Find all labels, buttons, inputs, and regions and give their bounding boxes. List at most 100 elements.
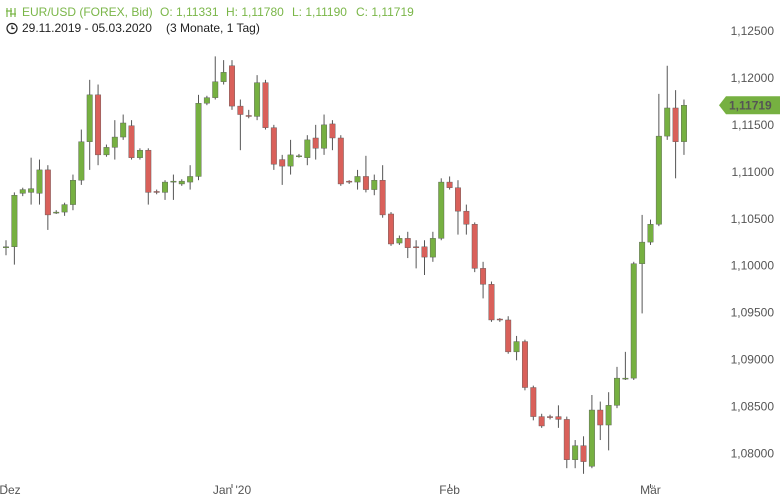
candle-body: [346, 180, 353, 183]
candle-body: [153, 191, 160, 193]
candles: [3, 56, 687, 474]
candle-body: [429, 238, 436, 258]
candle-body: [111, 136, 118, 148]
y-tick-label: 1,09000: [731, 352, 775, 366]
candle-body: [505, 319, 512, 353]
candle-body: [446, 181, 453, 188]
period: (3 Monate, 1 Tag): [166, 21, 260, 35]
candle-body: [530, 387, 537, 417]
candle-body: [605, 405, 612, 426]
candle-body: [36, 169, 43, 194]
candle-body: [463, 210, 470, 225]
x-tick-label: Mär: [640, 483, 661, 497]
y-tick-label: 1,11000: [732, 165, 775, 179]
candle-body: [262, 82, 269, 128]
y-tick-label: 1,09500: [731, 306, 775, 320]
candle-body: [388, 213, 394, 245]
candle-body: [28, 188, 35, 193]
clock-icon: [6, 22, 18, 35]
candle-body: [438, 181, 445, 239]
candle-body: [120, 122, 127, 138]
candle-body: [471, 224, 478, 269]
candle-body: [597, 409, 604, 426]
candle-body: [354, 176, 361, 183]
y-tick-label: 1,10000: [731, 259, 775, 273]
candle-body: [639, 241, 646, 264]
candle-body: [237, 105, 244, 115]
candle-body: [413, 246, 420, 249]
candle-body: [212, 81, 219, 98]
candle-body: [287, 154, 294, 167]
instrument-title: EUR/USD (FOREX, Bid): [22, 5, 153, 19]
candle-body: [270, 127, 277, 165]
candle-body: [145, 149, 152, 193]
candle-body: [362, 176, 369, 190]
candle-body: [681, 105, 687, 142]
candle-body: [3, 246, 9, 249]
candle-body: [245, 115, 252, 117]
x-tick-label: Jan '20: [213, 483, 252, 497]
candle-body: [547, 416, 553, 418]
open-stat: O: 1,11331: [160, 5, 219, 19]
y-tick-label: 1,10500: [731, 212, 775, 226]
candle-body: [555, 416, 562, 420]
candle-body: [279, 159, 286, 167]
close-stat: C: 1,11719: [356, 5, 414, 19]
candle-body: [187, 176, 194, 183]
candle-body: [371, 179, 378, 190]
candle-body: [655, 135, 662, 225]
candle-body: [488, 284, 495, 321]
candle-body: [220, 72, 227, 82]
candle-body: [304, 139, 311, 158]
candle-body: [404, 238, 411, 248]
candle-body: [614, 377, 620, 406]
candle-body: [162, 181, 168, 193]
candle-body: [103, 147, 110, 156]
y-tick-label: 1,11500: [732, 118, 775, 132]
candle-body: [61, 204, 68, 213]
candle-body: [329, 123, 336, 139]
high-stat: H: 1,11780: [226, 5, 284, 19]
candle-body: [70, 179, 76, 205]
candle-body: [572, 445, 579, 460]
candle-body: [11, 195, 18, 248]
candle-body: [513, 341, 520, 353]
candle-body: [170, 180, 177, 183]
y-tick-label: 1,12500: [731, 24, 775, 38]
candle-body: [178, 180, 185, 185]
candle-body: [296, 155, 302, 158]
candle-body: [254, 82, 261, 117]
last-price-label: 1,11719: [729, 98, 772, 112]
candle-body: [496, 318, 503, 321]
candle-body: [203, 97, 210, 104]
candle-body: [78, 141, 85, 181]
candle-body: [538, 416, 545, 427]
candle-body: [521, 341, 528, 388]
candle-body: [647, 224, 654, 243]
y-tick-label: 1,08000: [731, 446, 775, 460]
candle-body: [86, 94, 93, 142]
y-tick-label: 1,08500: [731, 399, 775, 413]
date-range: 29.11.2019 - 05.03.2020: [22, 21, 152, 35]
candle-body: [229, 65, 235, 107]
candle-body: [480, 268, 487, 285]
candle-body: [128, 125, 135, 158]
low-stat: L: 1,11190: [292, 5, 347, 19]
candle-body: [396, 238, 403, 244]
candle-body: [312, 137, 319, 149]
candle-body: [563, 419, 570, 460]
candle-body: [672, 107, 679, 142]
candle-body: [95, 94, 102, 156]
candle-body: [321, 124, 328, 149]
candle-body: [588, 409, 595, 467]
candle-body: [580, 445, 587, 462]
x-tick-label: Feb: [439, 483, 460, 497]
y-tick-label: 1,12000: [731, 71, 775, 85]
candle-body: [19, 189, 26, 194]
x-tick-label: Dez: [0, 483, 21, 497]
currency-icon: [6, 8, 16, 17]
candle-body: [195, 103, 202, 177]
candle-body: [664, 107, 671, 137]
candle-body: [622, 377, 629, 380]
